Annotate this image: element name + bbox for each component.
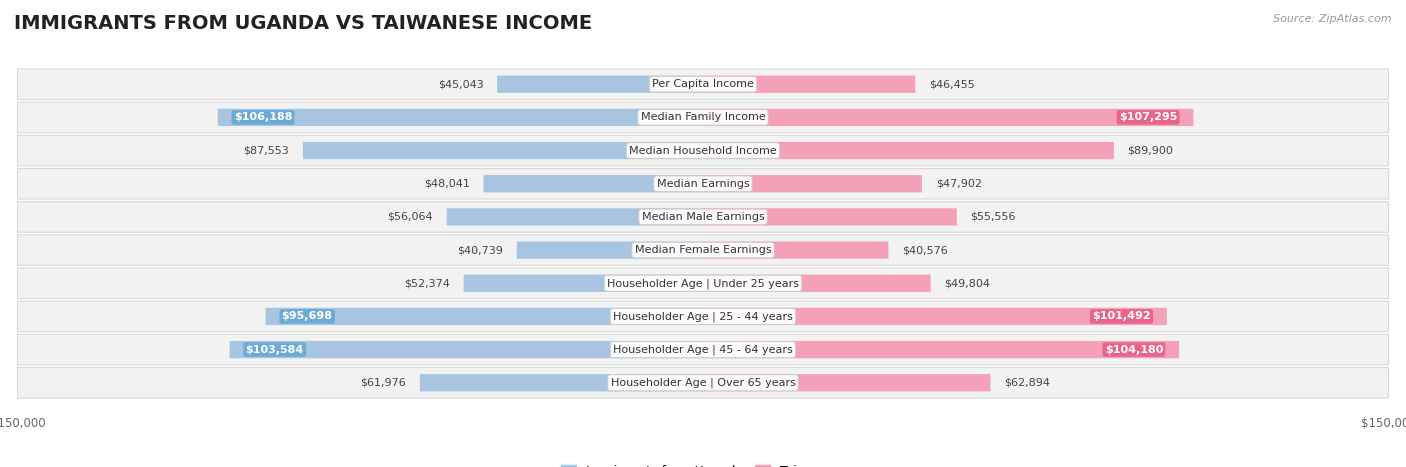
FancyBboxPatch shape	[703, 275, 931, 292]
FancyBboxPatch shape	[703, 76, 915, 93]
Text: $95,698: $95,698	[281, 311, 333, 321]
FancyBboxPatch shape	[703, 109, 1194, 126]
Text: Per Capita Income: Per Capita Income	[652, 79, 754, 89]
FancyBboxPatch shape	[703, 241, 889, 259]
FancyBboxPatch shape	[17, 268, 1389, 298]
FancyBboxPatch shape	[17, 169, 1389, 199]
Text: $101,492: $101,492	[1092, 311, 1152, 321]
Text: Householder Age | Over 65 years: Householder Age | Over 65 years	[610, 377, 796, 388]
FancyBboxPatch shape	[302, 142, 703, 159]
Text: $49,804: $49,804	[945, 278, 990, 288]
Text: Median Earnings: Median Earnings	[657, 179, 749, 189]
FancyBboxPatch shape	[17, 69, 1389, 99]
Text: Median Female Earnings: Median Female Earnings	[634, 245, 772, 255]
FancyBboxPatch shape	[17, 202, 1389, 232]
Text: $106,188: $106,188	[233, 113, 292, 122]
FancyBboxPatch shape	[498, 76, 703, 93]
FancyBboxPatch shape	[17, 368, 1389, 398]
Text: $40,739: $40,739	[457, 245, 503, 255]
Text: Source: ZipAtlas.com: Source: ZipAtlas.com	[1274, 14, 1392, 24]
FancyBboxPatch shape	[420, 374, 703, 391]
Text: Householder Age | Under 25 years: Householder Age | Under 25 years	[607, 278, 799, 289]
Text: $52,374: $52,374	[404, 278, 450, 288]
Text: Householder Age | 45 - 64 years: Householder Age | 45 - 64 years	[613, 344, 793, 355]
FancyBboxPatch shape	[17, 135, 1389, 166]
Text: $87,553: $87,553	[243, 146, 290, 156]
FancyBboxPatch shape	[17, 301, 1389, 332]
FancyBboxPatch shape	[17, 235, 1389, 265]
FancyBboxPatch shape	[17, 334, 1389, 365]
FancyBboxPatch shape	[17, 102, 1389, 133]
Text: $48,041: $48,041	[423, 179, 470, 189]
Text: $56,064: $56,064	[388, 212, 433, 222]
Text: Median Male Earnings: Median Male Earnings	[641, 212, 765, 222]
FancyBboxPatch shape	[703, 142, 1114, 159]
Text: $40,576: $40,576	[903, 245, 948, 255]
Text: $61,976: $61,976	[360, 378, 406, 388]
FancyBboxPatch shape	[703, 308, 1167, 325]
FancyBboxPatch shape	[703, 175, 922, 192]
Text: $107,295: $107,295	[1119, 113, 1177, 122]
FancyBboxPatch shape	[218, 109, 703, 126]
FancyBboxPatch shape	[484, 175, 703, 192]
Text: $55,556: $55,556	[970, 212, 1017, 222]
Text: $103,584: $103,584	[246, 345, 304, 354]
Text: Median Family Income: Median Family Income	[641, 113, 765, 122]
FancyBboxPatch shape	[703, 208, 957, 226]
FancyBboxPatch shape	[266, 308, 703, 325]
FancyBboxPatch shape	[703, 374, 990, 391]
Text: $62,894: $62,894	[1004, 378, 1050, 388]
Text: $46,455: $46,455	[929, 79, 974, 89]
FancyBboxPatch shape	[517, 241, 703, 259]
Text: $104,180: $104,180	[1105, 345, 1163, 354]
FancyBboxPatch shape	[703, 341, 1180, 358]
Text: Householder Age | 25 - 44 years: Householder Age | 25 - 44 years	[613, 311, 793, 322]
FancyBboxPatch shape	[464, 275, 703, 292]
Legend: Immigrants from Uganda, Taiwanese: Immigrants from Uganda, Taiwanese	[555, 460, 851, 467]
FancyBboxPatch shape	[447, 208, 703, 226]
FancyBboxPatch shape	[229, 341, 703, 358]
Text: IMMIGRANTS FROM UGANDA VS TAIWANESE INCOME: IMMIGRANTS FROM UGANDA VS TAIWANESE INCO…	[14, 14, 592, 33]
Text: Median Household Income: Median Household Income	[628, 146, 778, 156]
Text: $45,043: $45,043	[437, 79, 484, 89]
Text: $47,902: $47,902	[935, 179, 981, 189]
Text: $89,900: $89,900	[1128, 146, 1174, 156]
